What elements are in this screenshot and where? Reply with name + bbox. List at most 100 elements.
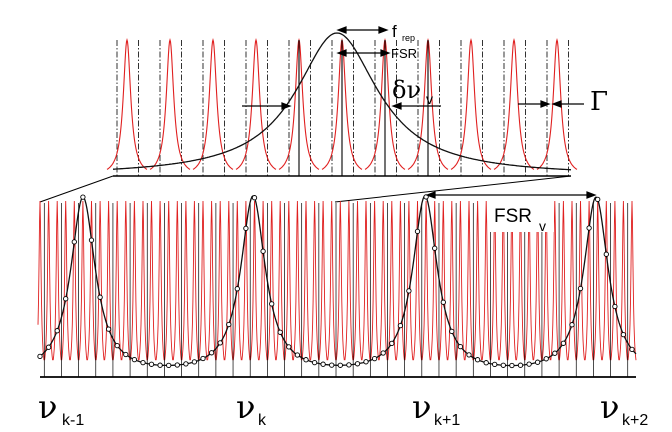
comb-line [473,200,483,361]
comb-peak [493,38,535,170]
fsr-bottom-subscript: v [539,218,546,234]
transmission-marker [71,239,77,245]
nu-label-k: ν k [236,388,267,429]
comb-line [447,200,457,361]
transmission-marker [509,362,515,369]
comb-line [138,200,148,361]
transmission-marker [337,362,343,368]
comb-line [215,200,225,361]
fsr-bottom-arrow [425,191,597,199]
svg-text:ν: ν [38,388,57,426]
nu-label-k-plus-2: ν k+2 [600,388,648,429]
gamma-arrows [518,100,584,108]
delta-nu-label: δν [392,76,421,104]
comb-line [147,200,156,361]
comb-line [292,200,302,361]
comb-line [481,200,491,361]
comb-line [593,200,603,361]
transmission-marker [586,225,592,231]
comb-line [181,200,191,361]
transmission-marker [234,286,240,292]
transmission-marker [371,355,378,362]
transmission-marker [612,303,618,310]
comb-line [198,200,208,361]
transmission-marker [243,225,249,232]
zoom-line-right [334,175,572,203]
comb-line [370,200,380,361]
comb-line [610,200,620,361]
comb-peak [536,38,578,170]
comb-line [224,200,234,361]
transmission-marker [517,362,524,368]
comb-line [232,200,242,361]
transmission-marker [552,350,558,356]
comb-line [69,200,79,361]
comb-line [438,200,448,361]
comb-line [618,200,628,361]
transmission-marker [311,359,318,366]
transmission-marker [432,245,438,251]
comb-line [207,200,217,361]
transmission-marker [157,362,163,368]
comb-line [250,200,259,361]
comb-line [241,200,251,361]
svg-text:k+1: k+1 [434,412,460,429]
comb-line [37,200,45,361]
transmission-marker [500,362,506,368]
comb-peak [450,38,492,170]
comb-line [78,200,88,361]
comb-line [455,200,465,361]
comb-line [335,200,345,361]
comb-line [558,200,568,361]
nu-label-k-minus-1: ν k-1 [38,388,84,429]
comb-line [189,200,199,361]
nu-label-k-plus-1: ν k+1 [412,388,460,429]
transmission-marker [105,326,112,332]
svg-text:k+2: k+2 [622,412,648,429]
comb-line [327,200,337,361]
comb-line [310,200,320,361]
comb-line [275,200,285,361]
comb-line [112,200,122,361]
transmission-marker [474,357,481,363]
comb-line [284,200,294,361]
transmission-marker [595,196,601,203]
fsr-bottom-label: FSR [494,206,532,227]
top-dashdot-grid [116,40,569,176]
comb-line [464,200,474,361]
comb-line [164,200,174,361]
transmission-marker [492,361,498,368]
svg-text:ν: ν [600,388,619,426]
comb-line [395,200,405,361]
transmission-marker [449,328,455,335]
transmission-marker [560,340,567,346]
comb-line [353,200,362,361]
transmission-marker [260,248,266,254]
comb-line [576,200,585,361]
transmission-marker [577,285,584,292]
comb-line [44,200,54,361]
comb-line [129,200,139,361]
transmission-marker [380,350,386,356]
transmission-marker [217,340,223,346]
transmission-marker [363,359,369,365]
top-cavity-modes [298,40,429,176]
comb-line [627,200,637,361]
fsr-top-arrow [336,49,391,57]
transmission-marker [603,251,609,257]
transmission-marker [174,362,180,368]
transmission-marker [226,321,232,328]
transmission-marker [123,351,129,358]
transmission-marker [346,362,352,368]
transmission-marker [191,359,198,365]
comb-line [155,200,165,361]
transmission-marker [88,237,95,243]
transmission-marker [45,344,52,350]
zoom-line-left [39,175,114,203]
transmission-marker [303,357,309,363]
transmission-marker [406,288,412,294]
transmission-marker [440,299,446,305]
frep-label: f [392,22,397,41]
transmission-marker [294,352,301,358]
